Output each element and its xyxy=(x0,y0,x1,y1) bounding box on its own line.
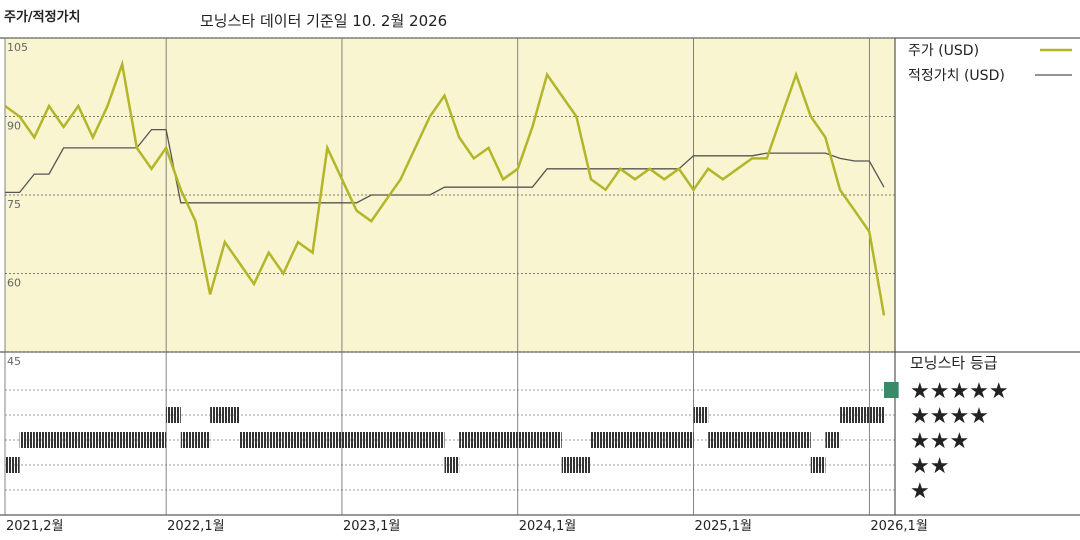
rating-bar xyxy=(136,432,152,448)
rating-bar xyxy=(122,432,137,448)
rating-bar xyxy=(840,407,855,423)
x-tick-label: 2023,1월 xyxy=(343,519,400,534)
y-tick-label: 45 xyxy=(7,355,21,368)
rating-bar xyxy=(591,432,606,448)
chart-subtitle: 모닝스타 데이터 기준일 10. 2월 2026 xyxy=(200,12,447,30)
rating-bar xyxy=(5,457,20,473)
rating-bar xyxy=(869,407,884,423)
rating-bar xyxy=(532,432,548,448)
rating-bar xyxy=(547,432,562,448)
rating-bar xyxy=(825,432,841,448)
x-tick-label: 2022,1월 xyxy=(167,519,224,534)
y-tick-label: 105 xyxy=(7,41,28,54)
rating-title: 모닝스타 등급 xyxy=(910,354,998,372)
rating-bar xyxy=(693,407,709,423)
rating-bar xyxy=(854,407,870,423)
rating-bar xyxy=(605,432,621,448)
rating-bar xyxy=(678,432,694,448)
x-tick-label: 2025,1월 xyxy=(695,519,752,534)
series-line xyxy=(5,128,885,204)
rating-bar xyxy=(268,432,284,448)
rating-bar xyxy=(620,432,635,448)
rating-bar xyxy=(561,457,577,473)
rating-bar xyxy=(224,407,240,423)
legend-label: 적정가치 (USD) xyxy=(908,68,1005,84)
chart-title: 주가/적정가치 xyxy=(4,9,81,25)
rating-bar xyxy=(341,432,357,448)
rating-bar xyxy=(664,432,679,448)
rating-bar xyxy=(459,432,474,448)
rating-bar xyxy=(517,432,533,448)
rating-bar xyxy=(78,432,93,448)
rating-bar xyxy=(166,407,181,423)
rating-tick-label: ★★★★★ xyxy=(910,379,1009,404)
rating-bar xyxy=(254,432,269,448)
rating-tick-label: ★ xyxy=(910,479,930,504)
rating-bar xyxy=(796,432,811,448)
rating-bar xyxy=(371,432,386,448)
series-line xyxy=(4,59,886,316)
y-tick-label: 75 xyxy=(7,198,21,211)
rating-bar xyxy=(48,432,64,448)
x-tick-label: 2026,1월 xyxy=(870,519,927,534)
rating-bar xyxy=(385,432,401,448)
rating-bar xyxy=(708,432,723,448)
y-tick-label: 60 xyxy=(7,277,21,290)
rating-bar xyxy=(19,432,35,448)
rating-tick-label: ★★ xyxy=(910,454,949,479)
rating-bar xyxy=(722,432,738,448)
y-tick-label: 90 xyxy=(7,120,21,133)
rating-bar xyxy=(473,432,489,448)
rating-bar xyxy=(298,432,313,448)
x-tick-label: 2021,2월 xyxy=(6,519,63,534)
rating-bar xyxy=(649,432,665,448)
rating-bar xyxy=(444,457,460,473)
x-tick-label: 2024,1월 xyxy=(519,519,576,534)
rating-bar xyxy=(429,432,445,448)
rating-bar xyxy=(634,432,650,448)
rating-bar xyxy=(195,432,211,448)
rating-bar xyxy=(415,432,430,448)
rating-bar xyxy=(356,432,372,448)
rating-bar xyxy=(327,432,342,448)
rating-bar xyxy=(239,432,255,448)
rating-bar xyxy=(210,407,225,423)
rating-bar xyxy=(576,457,591,473)
rating-bar xyxy=(488,432,504,448)
legend-label: 주가 (USD) xyxy=(908,43,979,59)
rating-bar xyxy=(92,432,108,448)
rating-bar xyxy=(34,432,49,448)
rating-bar xyxy=(752,432,767,448)
rating-bar xyxy=(400,432,416,448)
rating-tick-label: ★★★ xyxy=(910,429,969,454)
rating-bar xyxy=(63,432,79,448)
rating-bar xyxy=(151,432,167,448)
rating-bar xyxy=(737,432,753,448)
rating-bar xyxy=(312,432,328,448)
rating-bar xyxy=(766,432,782,448)
rating-bar xyxy=(283,432,298,448)
rating-bar xyxy=(503,432,518,448)
rating-tick-label: ★★★★ xyxy=(910,404,989,429)
rating-bar xyxy=(781,432,797,448)
rating-bar xyxy=(810,457,826,473)
rating-bar xyxy=(107,432,123,448)
rating-bar xyxy=(884,382,899,398)
rating-bar xyxy=(180,432,196,448)
